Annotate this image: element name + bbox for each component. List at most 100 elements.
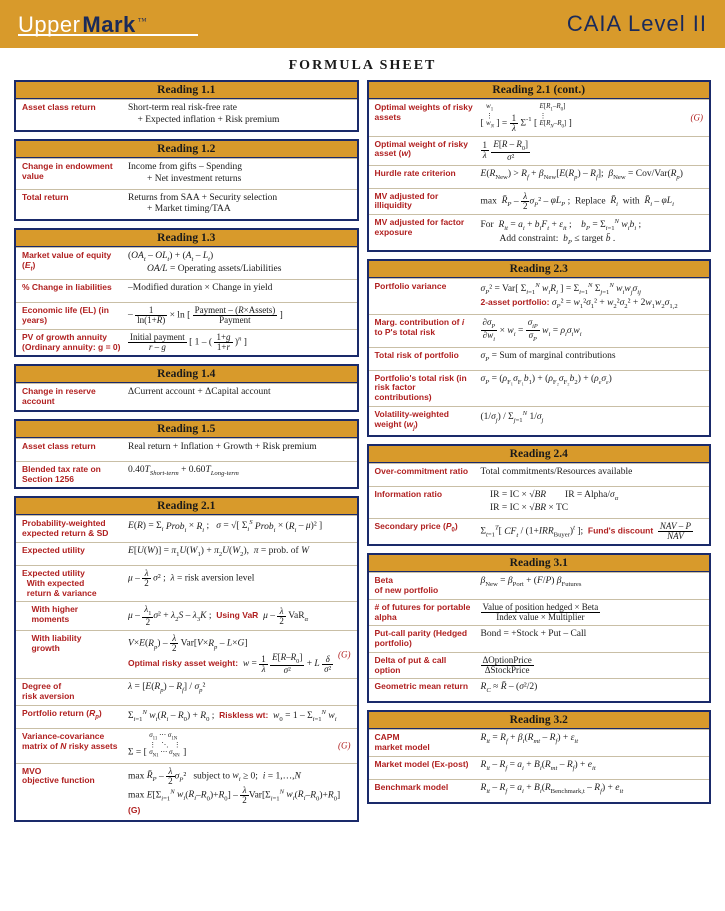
formula-row: Economic life (EL) (in years)– 1ln(1+R) … — [16, 302, 357, 329]
logo: UpperMark™ — [18, 12, 198, 36]
formula-label: With higher moments — [16, 602, 126, 630]
formula-row: Betaof new portfolioβNew = βPort + (F/P)… — [369, 572, 710, 599]
formula-label: Benchmark model — [369, 780, 479, 802]
formula-value: max R̄P – λ2σP² – φLP ; Replace R̄i with… — [479, 189, 710, 215]
formula-value: Short-term real risk-free rate + Expecte… — [126, 100, 357, 130]
formula-value: Total commitments/Resources available — [479, 464, 710, 486]
formula-label: Change in endowment value — [16, 159, 126, 189]
formula-label: Portfolio variance — [369, 279, 479, 315]
block-heading: Reading 1.5 — [16, 421, 357, 438]
formula-label: Total risk of portfolio — [369, 348, 479, 370]
formula-value: σP = Sum of marginal contributions — [479, 348, 710, 370]
formula-block: Reading 1.3Market value of equity (Et)(O… — [14, 228, 359, 357]
formula-row: Portfolio varianceσP² = Var[ Σi=1N wiRi … — [369, 278, 710, 315]
formula-label: Optimal weights of risky assets — [369, 100, 479, 136]
formula-row: Market value of equity (Et)(OAt – OLt) +… — [16, 247, 357, 279]
formula-label: MV adjusted for illiquidity — [369, 189, 479, 215]
formula-row: PV of growth annuity (Ordinary annuity: … — [16, 329, 357, 356]
block-heading: Reading 3.2 — [369, 712, 710, 729]
formula-row: Expected utilityE[U(W)] = π1U(W1) + π2U(… — [16, 542, 357, 565]
block-heading: Reading 2.1 (cont.) — [369, 82, 710, 99]
formula-value: IR = IC × √BR IR = Alpha/σα IR = IC × √B… — [479, 487, 710, 518]
formula-row: MV adjusted for illiquiditymax R̄P – λ2σ… — [369, 188, 710, 215]
formula-label: % Change in liabilities — [16, 280, 126, 302]
formula-label: Hurdle rate criterion — [369, 166, 479, 188]
page: UpperMark™ CAIA Level II FORMULA SHEET R… — [0, 0, 725, 843]
formula-value: Rit = Rf + βi(Rmt – Rf) + εit — [479, 730, 710, 756]
formula-row: CAPMmarket modelRit = Rf + βi(Rmt – Rf) … — [369, 729, 710, 756]
formula-row: Hurdle rate criterionE(RNew) > Rf + βNew… — [369, 165, 710, 188]
formula-row: Marg. contribution of i to P's total ris… — [369, 314, 710, 346]
formula-label: Degree ofrisk aversion — [16, 679, 126, 705]
formula-value: max R̄P – λ2σP² subject to wi ≥ 0; i = 1… — [126, 764, 357, 821]
formula-label: Secondary price (P0) — [369, 519, 479, 544]
formula-value: σP² = Var[ Σi=1N wiRi ] = Σi=1N Σj=1N wi… — [479, 279, 710, 315]
formula-row: Optimal weights of risky assets[ w1⋮wN ]… — [369, 99, 710, 136]
formula-value: For Rit = ai + biFt + εit ; bP = Σi=1N w… — [479, 215, 710, 250]
formula-value: Value of position hedged × BetaIndex val… — [479, 600, 710, 626]
logo-upper: Upper — [18, 12, 80, 38]
formula-value: (1/σj) / Σj=1N 1/σj — [479, 407, 710, 435]
formula-row: Portfolio return (Rp)Σi=1N wi(Ri – R0) +… — [16, 705, 357, 728]
formula-value: Σ = [ σ11 ⋯ σ1N⋮ ⋱ ⋮σN1 ⋯ σNN ](G) — [126, 729, 357, 763]
formula-value: ∂σP∂wi × wi = σiPσP wi = ρiσiwi — [479, 315, 710, 346]
g-marker: (G) — [691, 112, 704, 123]
block-heading: Reading 1.4 — [16, 366, 357, 383]
formula-row: Delta of put & call optionΔOptionPriceΔS… — [369, 652, 710, 679]
formula-label: Change in reserve account — [16, 384, 126, 410]
formula-label: Information ratio — [369, 487, 479, 518]
g-marker: (G) — [338, 649, 351, 660]
block-heading: Reading 2.1 — [16, 498, 357, 515]
formula-row: Information ratio IR = IC × √BR IR = Alp… — [369, 486, 710, 518]
formula-block: Reading 2.1 (cont.)Optimal weights of ri… — [367, 80, 712, 252]
formula-value: Rit – Rf = ai + Bi(RBenchmark,t – Rf) + … — [479, 780, 710, 802]
formula-value: E(R) = Σi Probi × Ri ; σ = √[ ΣiS Probi … — [126, 516, 357, 542]
formula-row: % Change in liabilities–Modified duratio… — [16, 279, 357, 302]
formula-row: MVOobjective functionmax R̄P – λ2σP² sub… — [16, 763, 357, 821]
formula-value: Rit – Rf = ai + Bi(Rmt – Rf) + eit — [479, 757, 710, 779]
logo-mark: Mark — [82, 12, 135, 38]
block-heading: Reading 1.1 — [16, 82, 357, 99]
formula-row: Variance-covariance matrix of N risky as… — [16, 728, 357, 763]
page-title: FORMULA SHEET — [0, 48, 725, 80]
formula-value: Returns from SAA + Security selection + … — [126, 190, 357, 220]
block-heading: Reading 1.3 — [16, 230, 357, 247]
formula-row: Change in endowment valueIncome from gif… — [16, 158, 357, 189]
formula-block: Reading 2.4Over-commitment ratioTotal co… — [367, 444, 712, 546]
block-heading: Reading 3.1 — [369, 555, 710, 572]
formula-label: Put-call parity (Hedged portfolio) — [369, 626, 479, 652]
block-heading: Reading 1.2 — [16, 141, 357, 158]
formula-label: Volatility-weighted weight (wj) — [369, 407, 479, 435]
formula-row: Volatility-weighted weight (wj)(1/σj) / … — [369, 406, 710, 435]
formula-label: Economic life (EL) (in years) — [16, 303, 126, 329]
g-marker: (G) — [338, 740, 351, 751]
formula-value: E(RNew) > Rf + βNew[E(Rp) – Rf]; βNew = … — [479, 166, 710, 188]
block-heading: Reading 2.4 — [369, 446, 710, 463]
formula-block: Reading 1.4Change in reserve accountΔCur… — [14, 364, 359, 412]
formula-value: μ – λ12σ² + λ2S – λ3K ; Using VaR μ – λ2… — [126, 602, 357, 630]
logo-tm: ™ — [138, 16, 147, 26]
columns: Reading 1.1 Asset class return Short-term … — [0, 80, 725, 843]
formula-row: MV adjusted for factor exposureFor Rit =… — [369, 214, 710, 250]
formula-value: ΔCurrent account + ΔCapital account — [126, 384, 357, 410]
formula-value: ΔOptionPriceΔStockPrice — [479, 653, 710, 679]
formula-row: Change in reserve accountΔCurrent accoun… — [16, 383, 357, 410]
formula-label: MVOobjective function — [16, 764, 126, 821]
formula-label: Asset class return — [16, 439, 126, 461]
formula-row: Probability-weighted expected return & S… — [16, 515, 357, 542]
formula-row: Asset class returnReal return + Inflatio… — [16, 438, 357, 461]
formula-row: Expected utility With expected return & … — [16, 565, 357, 601]
formula-label: Portfolio's total risk (in risk factor c… — [369, 371, 479, 406]
formula-row: Put-call parity (Hedged portfolio)Bond =… — [369, 625, 710, 652]
formula-label: # of futures for portable alpha — [369, 600, 479, 626]
formula-row: # of futures for portable alphaValue of … — [369, 599, 710, 626]
formula-value: [ w1⋮wN ] = 1λ Σ-1 [ E[R1–R0]⋮E[RN–R0] ]… — [479, 100, 710, 136]
formula-label: Market model (Ex-post) — [369, 757, 479, 779]
formula-block: Reading 2.1Probability-weighted expected… — [14, 496, 359, 822]
formula-value: μ – λ2 σ² ; λ = risk aversion level — [126, 566, 357, 601]
formula-row: Secondary price (P0)Σt=1T[ CFt / (1+IRRB… — [369, 518, 710, 544]
formula-label: Variance-covariance matrix of N risky as… — [16, 729, 126, 763]
formula-row: Optimal weight of risky asset (w)1λ E[R … — [369, 136, 710, 165]
formula-value: 1λ E[R – R0]σ² — [479, 137, 710, 165]
formula-label: Total return — [16, 190, 126, 220]
